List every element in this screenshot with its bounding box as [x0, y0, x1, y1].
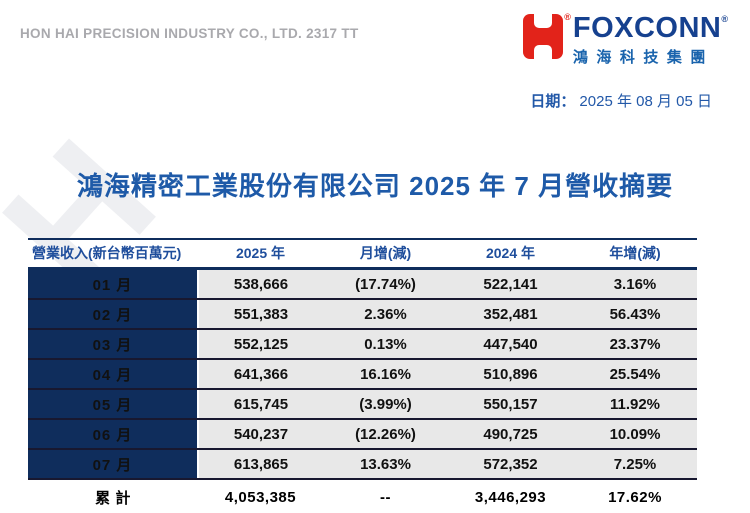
table-total-row: 累 計 4,053,385 -- 3,446,293 17.62% — [28, 479, 697, 513]
value-cell-yoy: 7.25% — [573, 449, 697, 480]
month-label-cell: 05 月 — [28, 389, 199, 420]
value-cell-y2024: 550,157 — [448, 389, 573, 420]
value-cell-y2025: 538,666 — [198, 268, 323, 300]
value-cell-y2025: 551,383 — [198, 299, 323, 330]
brand-name: FOXCONN — [572, 12, 722, 44]
column-header-2025: 2025 年 — [198, 238, 323, 270]
table-row: 04 月 641,366 16.16% 510,896 25.54% — [28, 359, 697, 390]
foxconn-logo: ® FOXCONN ® 鴻海科技集團 — [523, 12, 728, 67]
table-row: 06 月 540,237 (12.26%) 490,725 10.09% — [28, 419, 697, 450]
value-cell-y2025: 552,125 — [198, 329, 323, 360]
revenue-table-wrap: 營業收入(新台幣百萬元) 2025 年 月增(減) 2024 年 年增(減) 0… — [28, 238, 697, 513]
company-name-line: HON HAI PRECISION INDUSTRY CO., LTD. 231… — [20, 26, 359, 41]
month-label-cell: 04 月 — [28, 359, 199, 390]
table-row: 03 月 552,125 0.13% 447,540 23.37% — [28, 329, 697, 360]
value-cell-yoy: 10.09% — [573, 419, 697, 450]
table-row: 05 月 615,745 (3.99%) 550,157 11.92% — [28, 389, 697, 420]
table-row: 07 月 613,865 13.63% 572,352 7.25% — [28, 449, 697, 480]
value-cell-mom: (12.26%) — [323, 419, 448, 450]
value-cell-y2024: 522,141 — [448, 268, 573, 300]
value-cell-y2024: 490,725 — [448, 419, 573, 450]
date-line: 日期： 2025 年 08 月 05 日 — [530, 90, 712, 111]
value-cell-mom: 16.16% — [323, 359, 448, 390]
logo-chinese-name: 鴻海科技集團 — [572, 49, 714, 66]
value-cell-yoy: 56.43% — [573, 299, 697, 330]
value-cell-yoy: 11.92% — [573, 389, 697, 420]
page-title: 鴻海精密工業股份有限公司 2025 年 7 月營收摘要 — [76, 171, 674, 201]
month-label-cell: 03 月 — [28, 329, 199, 360]
value-cell-yoy: 25.54% — [573, 359, 697, 390]
value-cell-y2024: 572,352 — [448, 449, 573, 480]
registered-trademark-icon: ® — [721, 14, 728, 24]
table-row: 02 月 551,383 2.36% 352,481 56.43% — [28, 299, 697, 330]
value-cell-y2024: 510,896 — [448, 359, 573, 390]
logo-text: FOXCONN ® 鴻海科技集團 — [573, 14, 728, 67]
value-cell-yoy: 3.16% — [573, 268, 697, 300]
value-cell-yoy: 23.37% — [573, 329, 697, 360]
value-cell-y2025: 641,366 — [198, 359, 323, 390]
column-header-yoy: 年增(減) — [573, 238, 697, 270]
value-cell-y2024: 447,540 — [448, 329, 573, 360]
value-cell-y2025: 615,745 — [198, 389, 323, 420]
total-value-cell-mom: -- — [323, 479, 448, 513]
total-value-cell-yoy: 17.62% — [573, 479, 697, 513]
value-cell-mom: 2.36% — [323, 299, 448, 330]
date-value: 2025 年 08 月 05 日 — [579, 93, 712, 110]
month-label-cell: 07 月 — [28, 449, 199, 480]
month-label-cell: 06 月 — [28, 419, 199, 450]
total-value-cell-y2024: 3,446,293 — [448, 479, 573, 513]
column-header-mom: 月增(減) — [323, 238, 448, 270]
value-cell-y2025: 540,237 — [198, 419, 323, 450]
registered-trademark-icon: ® — [564, 12, 571, 22]
value-cell-y2025: 613,865 — [198, 449, 323, 480]
foxconn-h-icon — [523, 14, 564, 59]
month-label-cell: 01 月 — [28, 268, 199, 300]
revenue-table: 營業收入(新台幣百萬元) 2025 年 月增(減) 2024 年 年增(減) 0… — [28, 238, 697, 513]
value-cell-mom: 13.63% — [323, 449, 448, 480]
value-cell-y2024: 352,481 — [448, 299, 573, 330]
value-cell-mom: (3.99%) — [323, 389, 448, 420]
column-header-2024: 2024 年 — [448, 238, 573, 270]
total-label-cell: 累 計 — [28, 479, 198, 513]
total-value-cell-y2025: 4,053,385 — [198, 479, 323, 513]
column-header-revenue: 營業收入(新台幣百萬元) — [28, 238, 198, 270]
value-cell-mom: 0.13% — [323, 329, 448, 360]
date-label: 日期： — [530, 93, 576, 110]
table-row: 01 月 538,666 (17.74%) 522,141 3.16% — [28, 268, 697, 300]
value-cell-mom: (17.74%) — [323, 268, 448, 300]
table-header-row: 營業收入(新台幣百萬元) 2025 年 月增(減) 2024 年 年增(減) — [28, 238, 697, 270]
month-label-cell: 02 月 — [28, 299, 199, 330]
